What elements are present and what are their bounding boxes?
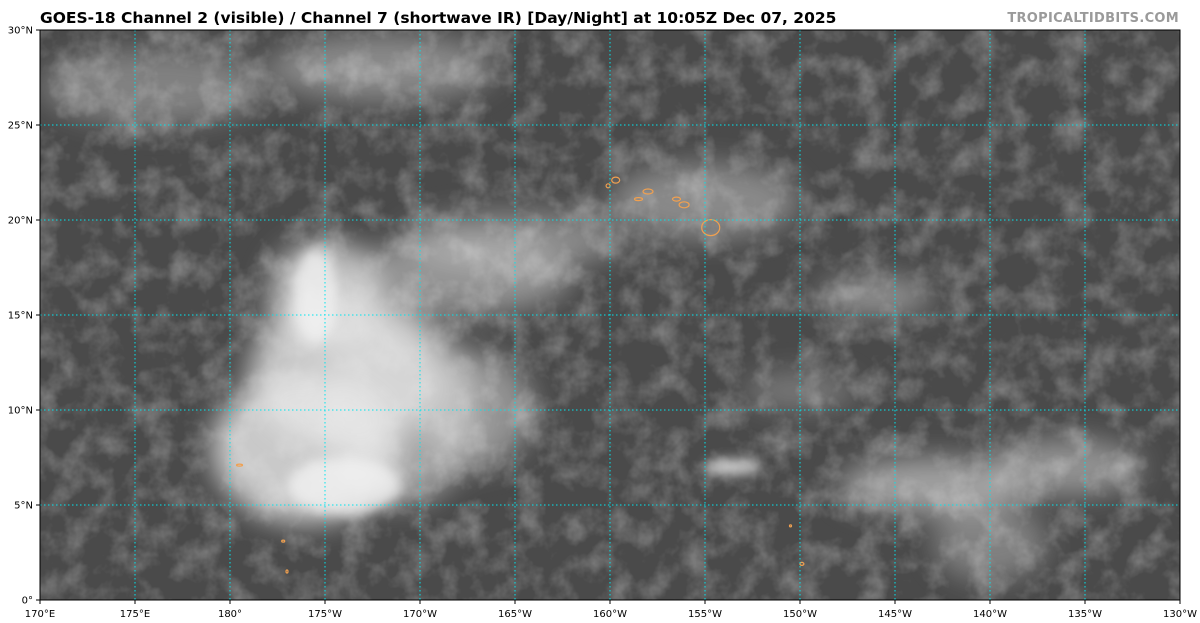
lon-label: 155°W — [688, 609, 722, 620]
lat-label: 10°N — [8, 406, 33, 417]
lon-label: 140°W — [973, 609, 1007, 620]
lon-label: 180° — [218, 609, 242, 620]
island-outline — [642, 188, 654, 195]
lon-label: 170°E — [25, 609, 55, 620]
lon-label: 175°W — [308, 609, 342, 620]
lon-label: 165°W — [498, 609, 532, 620]
cloud-mass — [287, 457, 401, 515]
lat-label: 20°N — [8, 216, 33, 227]
map-title: GOES-18 Channel 2 (visible) / Channel 7 … — [40, 9, 837, 27]
cloud-mass — [990, 438, 1142, 496]
island-outline — [285, 569, 289, 574]
lat-label: 5°N — [14, 501, 33, 512]
island-outline — [611, 176, 621, 184]
cloud-mass — [819, 277, 933, 315]
lon-label: 145°W — [878, 609, 912, 620]
lon-label: 130°W — [1163, 609, 1197, 620]
cloud-mass — [705, 459, 762, 475]
island-outline — [235, 463, 244, 467]
cloud-mass — [40, 49, 268, 125]
lat-label: 15°N — [8, 311, 33, 322]
lat-label: 25°N — [8, 121, 33, 132]
lon-label: 170°W — [403, 609, 437, 620]
lon-label: 175°E — [120, 609, 150, 620]
imagery-layer — [40, 30, 1180, 600]
lon-label: 160°W — [593, 609, 627, 620]
island-outline — [605, 183, 611, 189]
coastlines — [235, 176, 805, 574]
cloud-mass — [268, 33, 496, 103]
lon-label: 150°W — [783, 609, 817, 620]
island-outline — [678, 201, 690, 209]
island-outline — [671, 196, 682, 202]
lat-label: 0° — [22, 596, 33, 607]
island-outline — [701, 219, 721, 237]
cloud-mass — [838, 457, 1028, 515]
lat-label: 30°N — [8, 26, 33, 37]
island-outline — [633, 197, 644, 202]
island-outline — [799, 561, 805, 567]
cloud-mass — [292, 248, 339, 344]
lon-label: 135°W — [1068, 609, 1102, 620]
brand-watermark: TROPICALTIDBITS.COM — [1007, 11, 1179, 26]
island-outline — [281, 539, 286, 543]
island-outline — [788, 524, 793, 528]
